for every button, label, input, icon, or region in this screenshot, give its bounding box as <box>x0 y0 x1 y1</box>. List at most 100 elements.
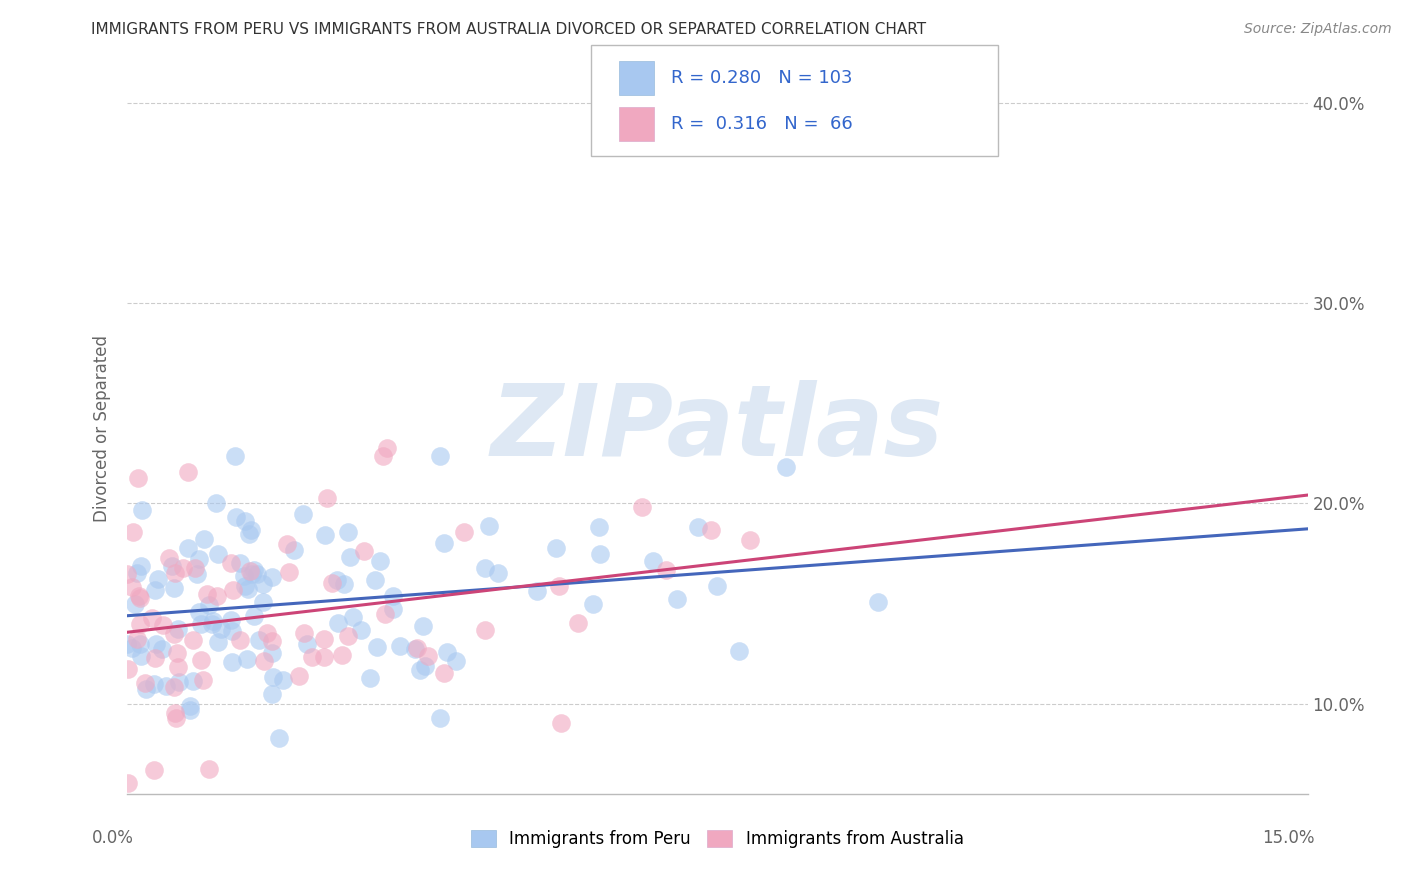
Point <box>166 646 188 660</box>
Point <box>225 509 247 524</box>
Point <box>706 579 728 593</box>
Point <box>474 623 496 637</box>
Point <box>371 450 394 464</box>
Point <box>221 583 243 598</box>
Point <box>242 563 264 577</box>
Point <box>433 536 456 550</box>
Point <box>229 556 252 570</box>
Point <box>207 634 229 648</box>
Point <box>193 673 215 687</box>
Point <box>336 525 359 540</box>
Point <box>165 566 187 580</box>
Point <box>262 634 284 648</box>
Point <box>167 622 190 636</box>
Point <box>375 441 398 455</box>
Point <box>409 664 432 678</box>
Point <box>135 681 157 696</box>
Point <box>728 644 751 658</box>
Point <box>413 658 436 673</box>
Point <box>240 566 263 581</box>
Point <box>143 677 166 691</box>
Point <box>117 775 139 789</box>
Point <box>330 648 353 663</box>
Point <box>145 637 167 651</box>
Point <box>207 547 229 561</box>
Point <box>700 523 723 537</box>
Point <box>404 641 426 656</box>
Text: Source: ZipAtlas.com: Source: ZipAtlas.com <box>1244 22 1392 37</box>
Point <box>142 763 165 777</box>
Point <box>117 663 139 677</box>
Point <box>157 551 180 566</box>
Point <box>193 532 215 546</box>
Point <box>127 471 149 485</box>
Point <box>262 646 284 660</box>
Point <box>165 706 187 720</box>
Point <box>359 672 381 686</box>
Point <box>364 573 387 587</box>
Point <box>256 625 278 640</box>
Point <box>301 650 323 665</box>
Point <box>262 670 284 684</box>
Point <box>287 668 309 682</box>
Point <box>526 584 548 599</box>
Point <box>429 450 451 464</box>
Point <box>243 609 266 624</box>
Legend: Immigrants from Peru, Immigrants from Australia: Immigrants from Peru, Immigrants from Au… <box>464 823 970 855</box>
Point <box>232 569 254 583</box>
Point <box>169 675 191 690</box>
Point <box>143 582 166 597</box>
Point <box>233 514 256 528</box>
Point <box>276 537 298 551</box>
Point <box>267 731 290 745</box>
Point <box>474 561 496 575</box>
Point <box>339 549 361 564</box>
Point <box>292 626 315 640</box>
Point <box>128 589 150 603</box>
Point <box>198 763 221 777</box>
Point <box>143 650 166 665</box>
Point <box>643 554 665 568</box>
Point <box>321 575 343 590</box>
Point <box>188 551 211 566</box>
Point <box>312 650 335 665</box>
Point <box>125 632 148 646</box>
Point <box>252 594 274 608</box>
Point <box>163 581 186 595</box>
Point <box>146 572 169 586</box>
Point <box>775 459 797 474</box>
Point <box>666 592 689 607</box>
Point <box>131 503 153 517</box>
Point <box>166 660 188 674</box>
Point <box>224 449 246 463</box>
Point <box>221 613 243 627</box>
Point <box>353 544 375 558</box>
Point <box>129 648 152 663</box>
Point <box>129 637 152 651</box>
Point <box>209 622 232 636</box>
Point <box>205 589 228 603</box>
Point <box>219 556 242 570</box>
Point <box>238 527 260 541</box>
Text: IMMIGRANTS FROM PERU VS IMMIGRANTS FROM AUSTRALIA DIVORCED OR SEPARATED CORRELAT: IMMIGRANTS FROM PERU VS IMMIGRANTS FROM … <box>91 22 927 37</box>
Text: R = 0.280   N = 103: R = 0.280 N = 103 <box>671 69 852 87</box>
Point <box>446 654 468 668</box>
Point <box>172 561 194 575</box>
Point <box>233 579 256 593</box>
Point <box>155 679 177 693</box>
Point <box>177 541 200 556</box>
Point <box>582 597 605 611</box>
Point <box>260 687 283 701</box>
Point <box>190 616 212 631</box>
Text: 0.0%: 0.0% <box>91 829 134 847</box>
Point <box>567 616 589 631</box>
Point <box>388 639 411 653</box>
Point <box>181 633 204 648</box>
Point <box>183 673 205 688</box>
Point <box>368 554 391 568</box>
Point <box>128 617 150 632</box>
Point <box>381 602 404 616</box>
Point <box>121 525 143 540</box>
Point <box>124 598 146 612</box>
Point <box>177 465 200 479</box>
